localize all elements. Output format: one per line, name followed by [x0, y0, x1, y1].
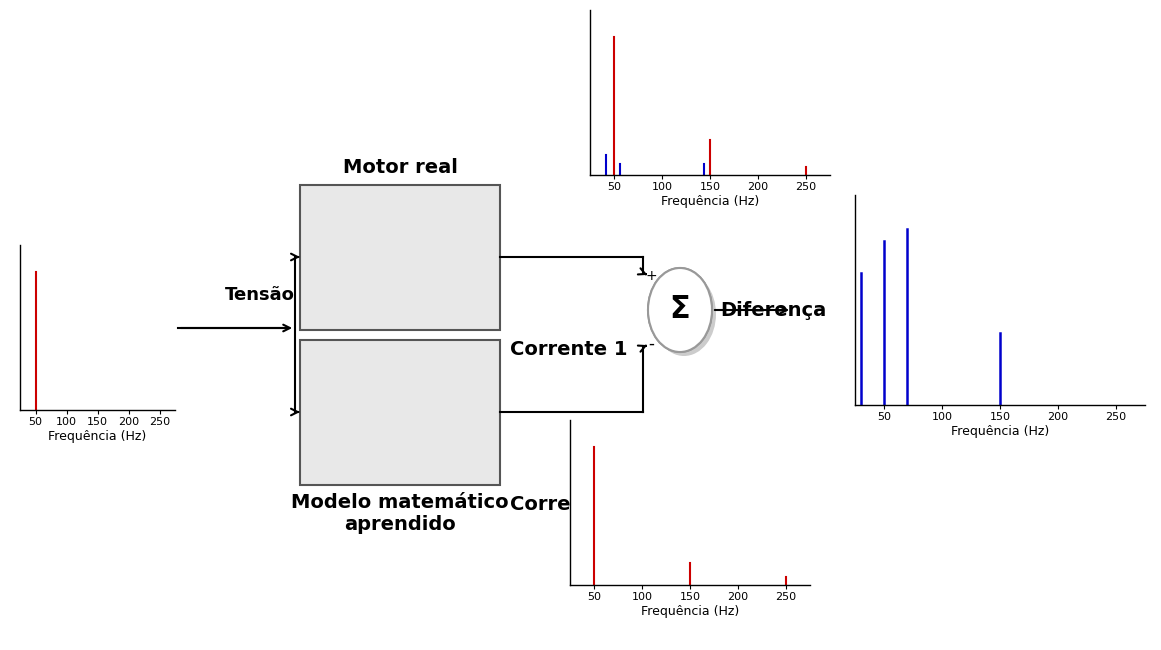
- Bar: [300, 185, 500, 330]
- Ellipse shape: [648, 268, 712, 352]
- X-axis label: Frequência (Hz): Frequência (Hz): [951, 424, 1050, 437]
- Ellipse shape: [648, 268, 712, 352]
- X-axis label: Frequência (Hz): Frequência (Hz): [661, 195, 759, 208]
- Bar: [300, 340, 500, 485]
- Text: Diferença: Diferença: [720, 300, 827, 320]
- X-axis label: Frequência (Hz): Frequência (Hz): [49, 430, 146, 443]
- Text: -: -: [648, 335, 654, 353]
- Text: Corrente 2: Corrente 2: [510, 495, 627, 514]
- X-axis label: Frequência (Hz): Frequência (Hz): [641, 604, 740, 617]
- Text: Σ: Σ: [670, 296, 691, 324]
- Ellipse shape: [652, 272, 716, 356]
- Text: Tensão: Tensão: [225, 286, 295, 304]
- Text: Corrente 1: Corrente 1: [510, 340, 627, 359]
- Text: +: +: [646, 269, 657, 283]
- Text: Modelo matemático
aprendido: Modelo matemático aprendido: [291, 493, 509, 534]
- Text: Motor real: Motor real: [342, 158, 457, 177]
